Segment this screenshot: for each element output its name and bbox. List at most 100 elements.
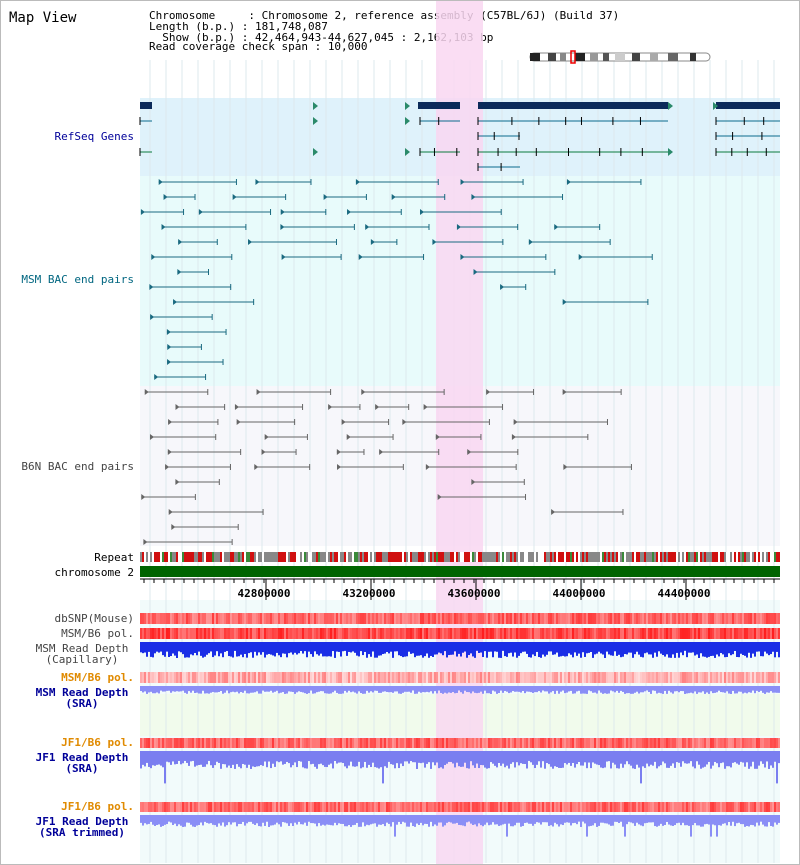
read-depth-bar: [744, 751, 746, 767]
read-depth-bar: [486, 751, 488, 769]
polymorphism-cell: [202, 628, 204, 639]
polymorphism-cell: [698, 672, 700, 683]
read-depth-bar: [178, 686, 180, 692]
read-depth-bar: [430, 686, 432, 692]
polymorphism-cell: [228, 738, 230, 748]
polymorphism-cell: [674, 738, 676, 748]
read-depth-bar: [614, 815, 616, 822]
polymorphism-cell: [156, 628, 158, 639]
polymorphism-cell: [290, 613, 292, 624]
read-depth-bar: [344, 642, 346, 651]
read-depth-bar: [198, 815, 200, 825]
polymorphism-cell: [358, 672, 360, 683]
track-label-jf1-depth-trim[interactable]: JF1 Read Depth (SRA trimmed): [20, 816, 144, 838]
read-depth-bar: [774, 751, 776, 762]
read-depth-bar: [232, 751, 234, 765]
track-label-msm-b6-pol-1[interactable]: MSM/B6 pol.: [61, 627, 134, 640]
read-depth-bar: [282, 642, 284, 654]
polymorphism-cell: [212, 613, 214, 624]
polymorphism-cell: [490, 802, 492, 812]
read-depth-bar: [712, 815, 714, 825]
read-depth-bar: [634, 686, 636, 693]
read-depth-bar: [378, 751, 380, 769]
repeat-block: [430, 552, 432, 562]
polymorphism-cell: [360, 738, 362, 748]
polymorphism-cell: [542, 738, 544, 748]
polymorphism-cell: [478, 802, 480, 812]
polymorphism-cell: [226, 738, 228, 748]
polymorphism-cell: [722, 628, 724, 639]
track-label-refseq[interactable]: RefSeq Genes: [54, 130, 134, 143]
read-depth-bar: [500, 686, 502, 691]
read-depth-bar: [420, 642, 422, 656]
track-label-jf1-depth-sra[interactable]: JF1 Read Depth (SRA): [20, 752, 144, 774]
read-depth-bar: [636, 815, 638, 823]
repeat-block: [576, 552, 578, 562]
polymorphism-cell: [480, 738, 482, 748]
read-depth-bar: [320, 642, 322, 654]
read-depth-bar: [532, 815, 534, 826]
read-depth-bar: [186, 751, 188, 763]
polymorphism-cell: [652, 738, 654, 748]
read-depth-bar: [338, 642, 340, 652]
polymorphism-cell: [468, 628, 470, 639]
read-depth-bar: [698, 815, 700, 826]
track-label-jf1-b6-pol-1[interactable]: JF1/B6 pol.: [61, 736, 134, 749]
polymorphism-cell: [388, 738, 390, 748]
polymorphism-cell: [564, 672, 566, 683]
gene-block: [140, 102, 152, 109]
read-depth-bar: [242, 751, 244, 764]
read-depth-bar: [668, 751, 670, 768]
read-depth-bar: [492, 751, 494, 764]
polymorphism-cell: [582, 738, 584, 748]
track-label-b6n-bac[interactable]: B6N BAC end pairs: [21, 460, 134, 473]
read-depth-bar: [576, 751, 578, 765]
repeat-block: [354, 552, 356, 562]
read-depth-bar: [752, 815, 754, 826]
read-depth-bar: [332, 815, 334, 826]
track-label-msm-depth-sra[interactable]: MSM Read Depth (SRA): [20, 687, 144, 709]
read-depth-bar: [264, 686, 266, 692]
polymorphism-cell: [768, 672, 770, 683]
repeat-block: [558, 552, 560, 562]
polymorphism-cell: [618, 613, 620, 624]
polymorphism-cell: [442, 738, 444, 748]
repeat-block: [726, 552, 728, 562]
polymorphism-cell: [496, 802, 498, 812]
track-label-msm-depth-cap[interactable]: MSM Read Depth (Capillary): [20, 643, 144, 665]
polymorphism-cell: [566, 738, 568, 748]
polymorphism-cell: [290, 802, 292, 812]
polymorphism-cell: [340, 628, 342, 639]
polymorphism-cell: [736, 628, 738, 639]
polymorphism-cell: [410, 672, 412, 683]
polymorphism-cell: [546, 802, 548, 812]
polymorphism-cell: [328, 613, 330, 624]
polymorphism-cell: [140, 628, 142, 639]
polymorphism-cell: [490, 738, 492, 748]
read-depth-bar: [658, 751, 660, 767]
ideogram-band: [560, 53, 566, 61]
read-depth-bar: [370, 751, 372, 768]
read-depth-bar: [762, 686, 764, 693]
read-depth-bar: [604, 815, 606, 824]
polymorphism-cell: [664, 802, 666, 812]
read-depth-bar: [572, 642, 574, 658]
track-label-repeat[interactable]: Repeat: [94, 551, 134, 564]
track-label-msm-bac[interactable]: MSM BAC end pairs: [21, 273, 134, 286]
read-depth-bar: [304, 686, 306, 694]
track-label-jf1-b6-pol-2[interactable]: JF1/B6 pol.: [61, 800, 134, 813]
polymorphism-cell: [442, 802, 444, 812]
polymorphism-cell: [568, 628, 570, 639]
read-depth-bar: [772, 686, 774, 693]
polymorphism-cell: [638, 628, 640, 639]
track-label-dbsnp[interactable]: dbSNP(Mouse): [54, 612, 134, 625]
read-depth-bar: [620, 815, 622, 822]
track-label-msm-b6-pol-2[interactable]: MSM/B6 pol.: [61, 671, 134, 684]
polymorphism-cell: [760, 738, 762, 748]
polymorphism-cell: [458, 672, 460, 683]
polymorphism-cell: [774, 628, 776, 639]
read-depth-bar: [270, 751, 272, 769]
read-depth-bar: [620, 642, 622, 658]
repeat-block: [524, 552, 526, 562]
